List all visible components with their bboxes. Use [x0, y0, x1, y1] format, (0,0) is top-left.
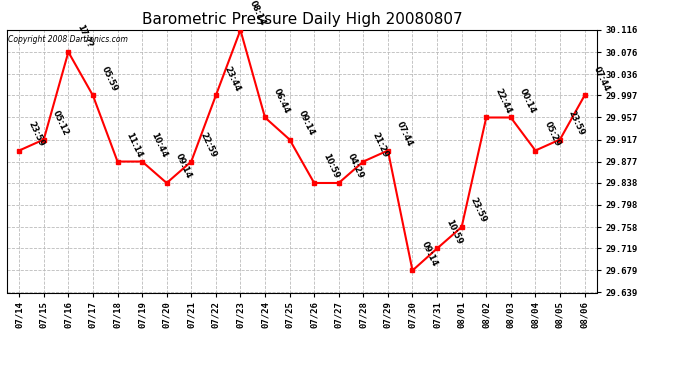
Text: 07:44: 07:44: [591, 65, 611, 93]
Text: 22:59: 22:59: [198, 131, 217, 159]
Text: 05:12: 05:12: [51, 109, 70, 137]
Text: Copyright 2008 Dartronics.com: Copyright 2008 Dartronics.com: [8, 35, 128, 44]
Text: 23:44: 23:44: [223, 64, 242, 93]
Text: 09:14: 09:14: [420, 240, 439, 268]
Text: 23:59: 23:59: [26, 120, 46, 148]
Text: 00:14: 00:14: [518, 87, 538, 115]
Text: 23:59: 23:59: [469, 196, 488, 224]
Text: 04:29: 04:29: [346, 152, 365, 180]
Text: 10:59: 10:59: [444, 218, 464, 246]
Text: 11:14: 11:14: [124, 130, 144, 159]
Text: 10:59: 10:59: [321, 152, 341, 180]
Text: 05:59: 05:59: [100, 65, 119, 93]
Text: 07:44: 07:44: [395, 120, 414, 148]
Text: 09:14: 09:14: [174, 152, 193, 180]
Text: 17:??: 17:??: [75, 23, 94, 49]
Text: 06:44: 06:44: [272, 87, 291, 115]
Text: 09:14: 09:14: [297, 109, 316, 137]
Text: 22:44: 22:44: [493, 87, 513, 115]
Text: 08:14: 08:14: [248, 0, 267, 27]
Text: 10:44: 10:44: [149, 131, 168, 159]
Text: 05:29: 05:29: [542, 120, 562, 148]
Title: Barometric Pressure Daily High 20080807: Barometric Pressure Daily High 20080807: [141, 12, 462, 27]
Text: 23:59: 23:59: [567, 109, 586, 137]
Text: 21:29: 21:29: [371, 131, 390, 159]
